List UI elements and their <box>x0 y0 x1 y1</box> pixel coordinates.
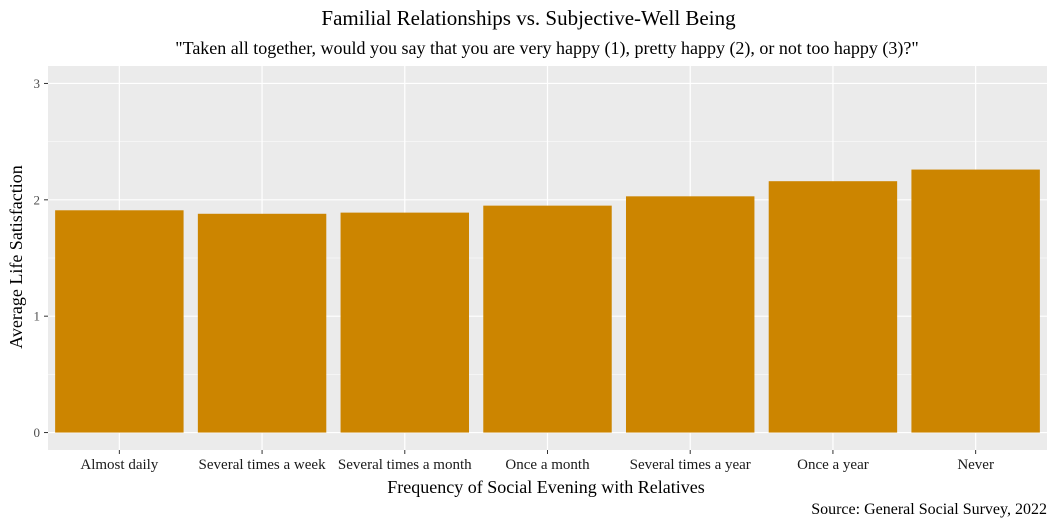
y-tick-label: 3 <box>34 76 41 91</box>
x-axis-ticks: Almost daily Several times a week Several … <box>80 450 994 473</box>
y-axis-ticks: 0 1 2 3 <box>34 76 48 440</box>
x-tick-label: Several times a year <box>630 457 751 473</box>
x-axis-title: Frequency of Social Evening with Relativ… <box>387 477 704 497</box>
x-tick-label: Never <box>957 457 994 473</box>
y-tick-label: 2 <box>34 192 41 207</box>
source-caption: Source: General Social Survey, 2022 <box>811 501 1047 518</box>
bar <box>911 169 1040 433</box>
x-tick-label: Once a year <box>797 457 869 473</box>
bars <box>55 169 1040 433</box>
x-tick-label: Several times a week <box>199 457 327 473</box>
bar <box>197 213 327 433</box>
x-tick-label: Once a month <box>505 457 590 473</box>
y-tick-label: 0 <box>34 425 41 440</box>
bar <box>340 212 470 433</box>
x-tick-label: Several times a month <box>338 457 472 473</box>
bar <box>768 181 898 433</box>
chart-title: Familial Relationships vs. Subjective-We… <box>321 6 736 30</box>
y-axis-title: Average Life Satisfaction <box>6 165 26 349</box>
chart-subtitle: "Taken all together, would you say that … <box>175 38 919 58</box>
y-tick-label: 1 <box>34 309 41 324</box>
x-tick-label: Almost daily <box>80 457 158 473</box>
bar <box>483 205 612 433</box>
bar <box>55 210 184 433</box>
bar <box>625 196 755 433</box>
